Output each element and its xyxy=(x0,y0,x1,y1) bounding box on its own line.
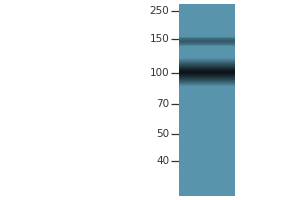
Text: 150: 150 xyxy=(150,34,169,44)
Text: 50: 50 xyxy=(156,129,170,139)
Text: 250: 250 xyxy=(150,6,169,16)
Text: kDa: kDa xyxy=(152,0,172,2)
Text: 40: 40 xyxy=(156,156,170,166)
Text: 100: 100 xyxy=(150,68,170,78)
Text: 70: 70 xyxy=(156,99,170,109)
